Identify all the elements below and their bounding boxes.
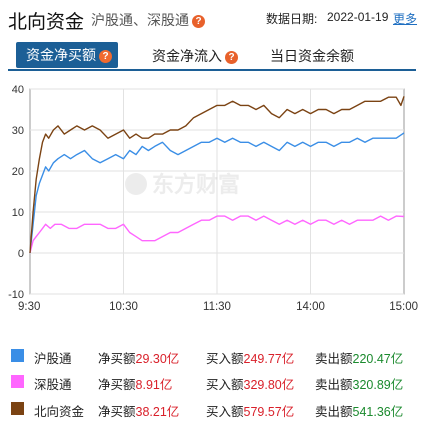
help-icon[interactable]: ? (99, 50, 112, 63)
tab-bar: 资金净买额? 资金净流入? 当日资金余额 (0, 42, 424, 68)
net-value: 8.91亿 (135, 378, 173, 392)
date-value: 2022-01-19 (327, 10, 389, 24)
series-line-深股通 (29, 215, 405, 254)
buy-value: 579.57亿 (243, 405, 295, 419)
legend-sell: 卖出额220.47亿 (315, 348, 403, 367)
net-label: 净买额 (98, 405, 136, 419)
tab-daily-balance-label: 当日资金余额 (270, 48, 354, 64)
buy-value: 329.80亿 (243, 378, 295, 392)
date-label: 数据日期: (266, 12, 318, 26)
sell-value: 320.89亿 (352, 378, 404, 392)
legend-buy: 买入额579.57亿 (206, 401, 294, 420)
legend-sell: 卖出额541.36亿 (315, 401, 403, 420)
legend-sell: 卖出额320.89亿 (315, 374, 403, 393)
y-tick-label: 10 (12, 207, 24, 219)
tab-net-buy[interactable]: 资金净买额? (16, 42, 118, 68)
help-icon[interactable]: ? (225, 51, 238, 64)
x-tick-label: 15:00 (389, 301, 418, 313)
y-tick-label: 30 (12, 125, 24, 137)
x-tick-label: 10:30 (109, 301, 138, 313)
net-buy-line-chart: 东方财富 -10 0 10 20 30 40 9:30 10:30 11:30 14:00 15:… (8, 84, 418, 313)
legend-row-north: 北向资金 净买额38.21亿 买入额579.57亿 卖出额541.36亿 (0, 398, 424, 420)
legend-swatch (11, 402, 24, 415)
tab-underline (8, 69, 416, 71)
y-tick-label: 40 (12, 84, 24, 96)
legend-swatch (11, 375, 24, 388)
grid (30, 88, 404, 295)
header: 北向资金 沪股通、深股通? 数据日期: 2022-01-19 更多 (0, 0, 424, 34)
legend-net: 净买额38.21亿 (98, 401, 179, 420)
help-icon[interactable]: ? (192, 15, 205, 28)
legend-name: 沪股通 (34, 352, 72, 366)
buy-label: 买入额 (206, 378, 244, 392)
tab-daily-balance[interactable]: 当日资金余额 (270, 46, 354, 66)
net-value: 38.21亿 (135, 405, 180, 419)
legend-name: 北向资金 (34, 405, 85, 419)
net-label: 净买额 (98, 352, 136, 366)
net-value: 29.30亿 (135, 352, 180, 366)
sell-label: 卖出额 (315, 405, 353, 419)
x-axis: 9:30 10:30 11:30 14:00 15:00 (18, 301, 418, 313)
legend-buy: 买入额329.80亿 (206, 374, 294, 393)
widget-title: 北向资金 (8, 12, 85, 33)
legend-row-sh: 沪股通 净买额29.30亿 买入额249.77亿 卖出额220.47亿 (0, 345, 424, 367)
legend-row-sz: 深股通 净买额8.91亿 买入额329.80亿 卖出额320.89亿 (0, 371, 424, 393)
sell-label: 卖出额 (315, 352, 353, 366)
net-label: 净买额 (98, 378, 136, 392)
more-link[interactable]: 更多 (393, 12, 418, 26)
sell-label: 卖出额 (315, 378, 353, 392)
series-lines (29, 96, 405, 254)
y-tick-label: 20 (12, 166, 24, 178)
y-tick-label: -10 (8, 289, 24, 301)
x-tick-label: 14:00 (296, 301, 325, 313)
legend-swatch (11, 349, 24, 362)
buy-value: 249.77亿 (243, 352, 295, 366)
y-axis: -10 0 10 20 30 40 (8, 84, 24, 301)
buy-label: 买入额 (206, 405, 244, 419)
legend-name: 深股通 (34, 378, 72, 392)
sell-value: 220.47亿 (352, 352, 404, 366)
watermark-text: 东方财富 (152, 172, 240, 197)
watermark: 东方财富 (125, 172, 240, 197)
x-tick-label: 9:30 (18, 301, 40, 313)
buy-label: 买入额 (206, 352, 244, 366)
widget-subtitle: 沪股通、深股通? (91, 10, 205, 30)
legend-buy: 买入额249.77亿 (206, 348, 294, 367)
legend-net: 净买额8.91亿 (98, 374, 172, 393)
series-line-沪股通 (29, 132, 405, 254)
x-tick-label: 11:30 (203, 301, 231, 313)
watermark-logo-icon (125, 173, 147, 195)
tab-net-buy-label: 资金净买额 (26, 47, 96, 63)
sell-value: 541.36亿 (352, 405, 404, 419)
tab-net-inflow[interactable]: 资金净流入? (152, 46, 238, 66)
y-tick-label: 0 (18, 248, 24, 260)
legend-net: 净买额29.30亿 (98, 348, 179, 367)
series-line-北向资金 (29, 96, 405, 254)
tab-net-inflow-label: 资金净流入 (152, 48, 222, 64)
subtitle-text: 沪股通、深股通 (91, 12, 189, 28)
